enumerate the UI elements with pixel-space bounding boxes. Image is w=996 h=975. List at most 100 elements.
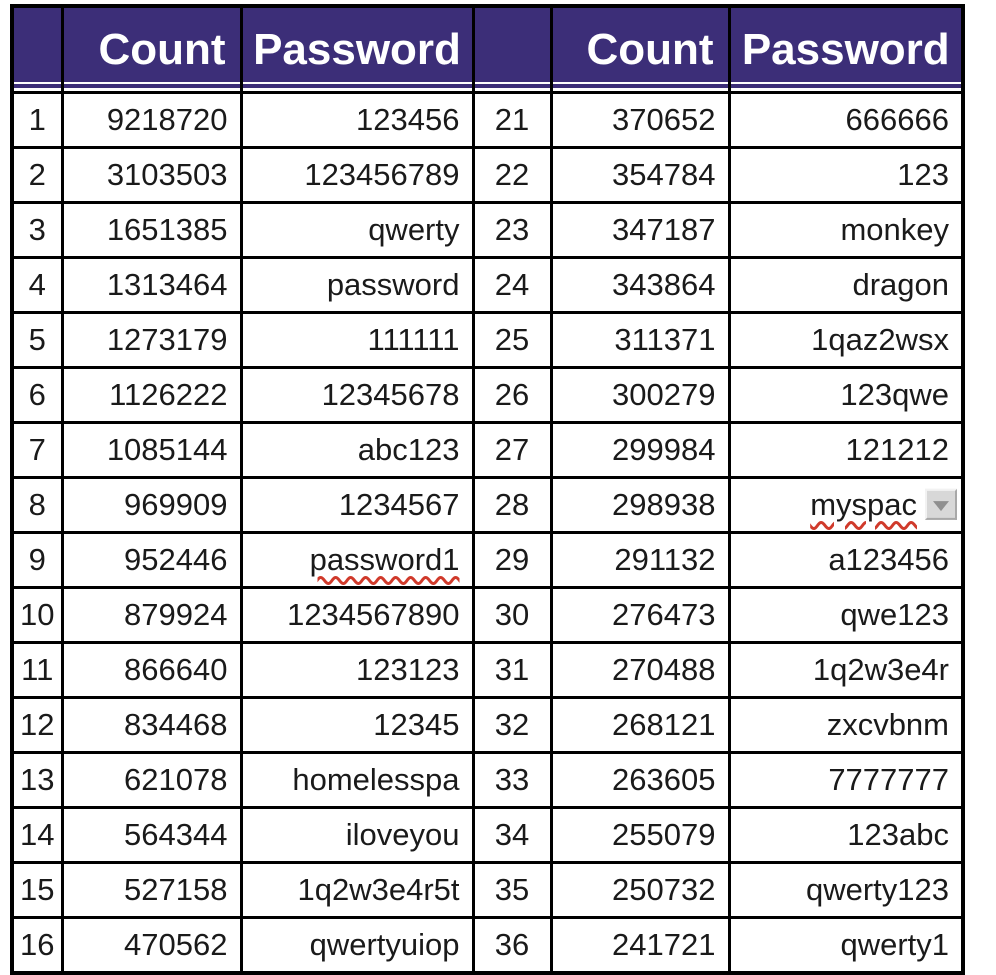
table-row: 9 952446 password1 29 291132 a123456 (10, 531, 965, 589)
password-text: 1qaz2wsx (811, 322, 949, 357)
rank-cell: 14 (10, 806, 64, 864)
count-cell: 1085144 (60, 421, 243, 479)
password-cell: 7777777 (727, 751, 965, 809)
rank-cell: 9 (10, 531, 64, 589)
header-count-left: Count (60, 4, 243, 94)
rank-cell: 29 (471, 531, 553, 589)
password-text: 1q2w3e4r (812, 652, 949, 687)
count-cell: 470562 (60, 916, 243, 975)
count-cell: 250732 (549, 861, 731, 919)
password-text: 123123 (356, 652, 460, 687)
password-text: qwerty (368, 212, 460, 247)
count-cell: 1273179 (60, 311, 243, 369)
count-cell: 879924 (60, 586, 243, 644)
password-cell: 1q2w3e4r (727, 641, 965, 699)
rank-cell: 27 (471, 421, 553, 479)
password-cell: qwerty1 (727, 916, 965, 975)
password-cell: 123456789 (239, 146, 475, 204)
count-cell: 952446 (60, 531, 243, 589)
table-body: 1 9218720 123456 21 370652 666666 2 3103503 1234… (10, 91, 965, 975)
header-password-left: Password (239, 4, 475, 94)
table-row: 7 1085144 abc123 27 299984 121212 (10, 421, 965, 479)
table-row: 2 3103503 123456789 22 354784 123 (10, 146, 965, 204)
password-cell: 123123 (239, 641, 475, 699)
password-text: 123 (897, 157, 949, 192)
rank-cell: 21 (471, 91, 553, 149)
password-text: qwertyuiop (309, 927, 460, 962)
rank-cell: 5 (10, 311, 64, 369)
password-text: qwerty123 (805, 872, 949, 907)
count-cell: 347187 (549, 201, 731, 259)
table-row: 13 621078 homelesspa 33 263605 7777777 (10, 751, 965, 809)
password-text: 123456789 (304, 157, 460, 192)
password-cell: qwerty123 (727, 861, 965, 919)
password-cell: qwerty (239, 201, 475, 259)
count-cell: 564344 (60, 806, 243, 864)
cell-dropdown-button[interactable] (925, 488, 957, 520)
count-cell: 527158 (60, 861, 243, 919)
rank-cell: 12 (10, 696, 64, 754)
header-blank-right (471, 4, 553, 94)
rank-cell: 11 (10, 641, 64, 699)
password-cell: 123qwe (727, 366, 965, 424)
table-row: 14 564344 iloveyou 34 255079 123abc (10, 806, 965, 864)
count-cell: 969909 (60, 476, 243, 534)
password-cell: 123abc (727, 806, 965, 864)
password-text: 1234567890 (287, 597, 460, 632)
passwords-table-container: Count Password Count Password 1 9218720 12… (10, 4, 965, 975)
table-row: 3 1651385 qwerty 23 347187 monkey (10, 201, 965, 259)
rank-cell: 15 (10, 861, 64, 919)
rank-cell: 28 (471, 476, 553, 534)
rank-cell: 35 (471, 861, 553, 919)
password-text: 111111 (367, 322, 460, 357)
rank-cell: 4 (10, 256, 64, 314)
rank-cell: 31 (471, 641, 553, 699)
count-cell: 370652 (549, 91, 731, 149)
header-row: Count Password Count Password (10, 4, 965, 94)
password-cell: dragon (727, 256, 965, 314)
password-cell: homelesspa (239, 751, 475, 809)
table-row: 4 1313464 password 24 343864 dragon (10, 256, 965, 314)
password-cell: 666666 (727, 91, 965, 149)
table-row: 15 527158 1q2w3e4r5t 35 250732 qwerty123 (10, 861, 965, 919)
password-cell: 111111 (239, 311, 475, 369)
rank-cell: 3 (10, 201, 64, 259)
count-cell: 311371 (549, 311, 731, 369)
rank-cell: 1 (10, 91, 64, 149)
password-cell: 12345 (239, 696, 475, 754)
password-text: 666666 (845, 102, 949, 137)
password-text: myspac (810, 487, 917, 522)
password-cell: monkey (727, 201, 965, 259)
count-cell: 343864 (549, 256, 731, 314)
count-cell: 291132 (549, 531, 731, 589)
password-text: 123qwe (840, 377, 949, 412)
password-text: a123456 (828, 542, 949, 577)
count-cell: 268121 (549, 696, 731, 754)
table-row: 6 1126222 12345678 26 300279 123qwe (10, 366, 965, 424)
password-text: iloveyou (345, 817, 460, 852)
password-text: 121212 (845, 432, 949, 467)
password-text: monkey (840, 212, 949, 247)
password-text: password1 (309, 542, 460, 577)
count-cell: 354784 (549, 146, 731, 204)
count-cell: 834468 (60, 696, 243, 754)
password-cell: 1qaz2wsx (727, 311, 965, 369)
password-text: 1234567 (338, 487, 460, 522)
rank-cell: 32 (471, 696, 553, 754)
password-text: dragon (852, 267, 949, 302)
password-cell: a123456 (727, 531, 965, 589)
header-password-right: Password (727, 4, 965, 94)
rank-cell: 25 (471, 311, 553, 369)
password-text: qwe123 (840, 597, 949, 632)
table-row: 16 470562 qwertyuiop 36 241721 qwerty1 (10, 916, 965, 975)
rank-cell: 8 (10, 476, 64, 534)
rank-cell: 16 (10, 916, 64, 975)
rank-cell: 30 (471, 586, 553, 644)
count-cell: 621078 (60, 751, 243, 809)
password-cell: password (239, 256, 475, 314)
count-cell: 298938 (549, 476, 731, 534)
table-row: 11 866640 123123 31 270488 1q2w3e4r (10, 641, 965, 699)
password-cell: 123 (727, 146, 965, 204)
table-row: 12 834468 12345 32 268121 zxcvbnm (10, 696, 965, 754)
password-text: 123abc (847, 817, 949, 852)
